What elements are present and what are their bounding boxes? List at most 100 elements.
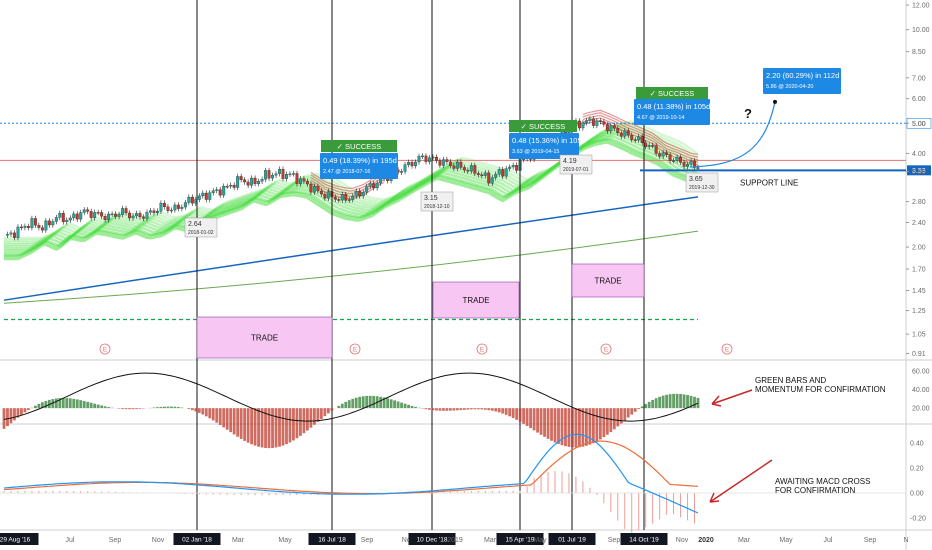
candle-body (131, 215, 135, 219)
momentum-bar (567, 408, 571, 447)
candle-body (605, 124, 609, 132)
candle-body (609, 125, 613, 132)
candle-body (201, 192, 205, 197)
momentum-bar (138, 408, 142, 409)
momentum-bar (651, 399, 655, 409)
x-tick-label: 01 Jul '19 (558, 537, 586, 544)
momentum-bar (407, 404, 410, 409)
momentum-bar (438, 408, 442, 411)
momentum-bar (166, 406, 170, 409)
momentum-bar (452, 408, 456, 411)
moving-averages (0, 122, 906, 321)
candle-body (236, 176, 240, 188)
momentum-bar (595, 408, 599, 442)
momentum-bar (679, 393, 682, 409)
candle-body (155, 210, 159, 213)
y-tick-label: 5.00 (912, 121, 926, 128)
momentum-bar (86, 401, 90, 409)
candle-body (190, 196, 194, 204)
momentum-bar (372, 395, 376, 409)
momentum-note: MOMENTUM FOR CONFIRMATION (755, 385, 886, 394)
candle-body (375, 182, 379, 189)
candle-body (260, 179, 264, 182)
momentum-bar (382, 397, 386, 409)
momentum-bar (410, 405, 414, 409)
candle-body (686, 164, 689, 167)
momentum-bar (75, 399, 79, 409)
candle-body (169, 209, 173, 212)
trade-label: TRADE (251, 334, 278, 343)
candle-body (319, 190, 323, 195)
momentum-bar (494, 408, 498, 412)
overlays: TRADE TRADE TRADE SUPPORT LINE 3.53 5.00? ✓ SU… (99, 0, 932, 530)
x-tick-label: N (903, 537, 908, 544)
point-label-value: 3.65 (689, 176, 703, 183)
candle-body (103, 216, 107, 220)
candle-body (222, 186, 226, 196)
candle-body (361, 192, 365, 197)
momentum-bar (93, 403, 97, 409)
ribbon-band (4, 126, 699, 246)
candle-body (54, 217, 58, 222)
point-label-box (685, 172, 719, 193)
candle-body (6, 234, 9, 236)
momentum-bar (208, 408, 212, 419)
momentum-bar (686, 395, 689, 409)
candle-body (110, 213, 114, 216)
ribbon-band-red (582, 114, 699, 161)
momentum-bar (163, 406, 166, 409)
momentum-bar (668, 394, 672, 409)
momentum-bar (292, 408, 295, 441)
x-tick-label: Jul (824, 537, 833, 544)
candle-body (26, 226, 30, 228)
momentum-bar (218, 408, 222, 425)
momentum-bar (445, 408, 449, 411)
momentum-bar (89, 402, 93, 409)
momentum-bar (20, 408, 23, 415)
candle-body (61, 213, 65, 223)
point-label-date: 2018-01-02 (188, 230, 214, 236)
ribbon-band-red (582, 117, 699, 163)
candle-body (661, 152, 665, 157)
candle-body (96, 212, 100, 214)
momentum-bar (361, 396, 365, 409)
point-label-value: 2.64 (188, 221, 202, 228)
momentum-bar (546, 408, 550, 439)
candle-body (267, 170, 271, 179)
y-tick-label: 6.00 (912, 96, 926, 103)
candle-body (490, 177, 494, 184)
momentum-bar (347, 400, 351, 409)
point-label-value: 4.19 (563, 158, 577, 165)
candle-body (75, 213, 79, 220)
candle-body (215, 189, 219, 191)
x-tick-box (548, 533, 596, 545)
candle-body (372, 183, 376, 189)
x-tick-label: Nov (402, 537, 415, 544)
candle-body (145, 212, 149, 219)
momentum-bar (239, 408, 243, 439)
momentum-bar (197, 408, 201, 413)
momentum-bar (633, 408, 637, 412)
candle-body (246, 181, 250, 186)
x-tick-label: 2020 (698, 537, 714, 544)
candle-body (114, 213, 118, 217)
candle-body (211, 190, 215, 193)
candle-body (452, 165, 456, 169)
candle-body (476, 173, 480, 175)
candle-body (9, 232, 13, 235)
candle-body (633, 139, 637, 141)
x-tick-label: Sep (608, 537, 621, 544)
momentum-bar (250, 408, 254, 445)
y-tick-label: 12.00 (912, 3, 930, 10)
momentum-bar (442, 408, 445, 411)
momentum-bar (326, 408, 330, 414)
x-tick-label: 14 Oct '19 (629, 537, 659, 544)
x-tick-label: Sep (864, 537, 877, 544)
candle-body (173, 204, 177, 211)
projection-endpoint (773, 99, 777, 104)
momentum-bar (47, 399, 51, 409)
y-tick-label: 3.50 (912, 169, 926, 176)
candle-body (135, 213, 138, 217)
momentum-bar (672, 393, 675, 409)
point-label-value: 3.15 (424, 195, 438, 202)
